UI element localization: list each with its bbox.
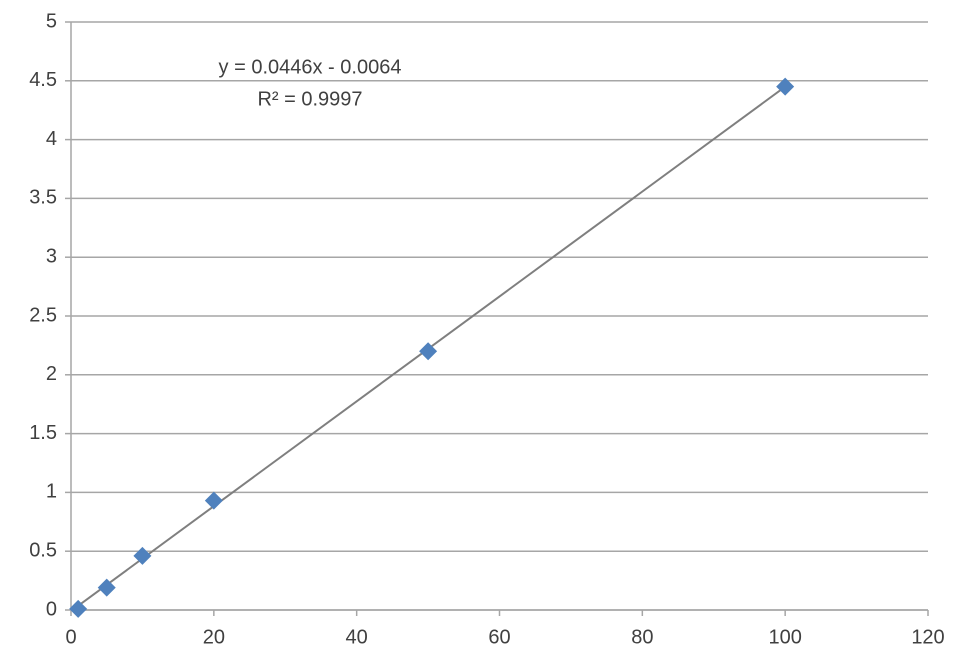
data-point <box>776 77 795 96</box>
y-tick-label: 2 <box>46 363 57 385</box>
y-tick-label: 1.5 <box>29 422 57 444</box>
x-tick-label: 120 <box>911 626 944 648</box>
data-point <box>97 578 116 597</box>
x-tick-label: 80 <box>631 626 653 648</box>
data-point <box>69 599 88 618</box>
x-tick-label: 20 <box>203 626 225 648</box>
data-point <box>133 546 152 565</box>
y-tick-label: 5 <box>46 10 57 32</box>
y-tick-label: 3 <box>46 245 57 267</box>
x-tick-label: 100 <box>768 626 801 648</box>
data-point <box>204 491 223 510</box>
trendline-equation: y = 0.0446x - 0.0064 <box>219 56 402 78</box>
y-tick-label: 1 <box>46 481 57 503</box>
y-tick-label: 3.5 <box>29 187 57 209</box>
x-tick-label: 40 <box>346 626 368 648</box>
y-tick-label: 4 <box>46 128 57 150</box>
y-tick-label: 2.5 <box>29 304 57 326</box>
y-tick-label: 0.5 <box>29 539 57 561</box>
x-tick-label: 0 <box>65 626 76 648</box>
data-point <box>419 342 438 361</box>
x-tick-label: 60 <box>488 626 510 648</box>
r-squared: R² = 0.9997 <box>257 88 362 110</box>
y-tick-label: 0 <box>46 598 57 620</box>
y-tick-label: 4.5 <box>29 69 57 91</box>
